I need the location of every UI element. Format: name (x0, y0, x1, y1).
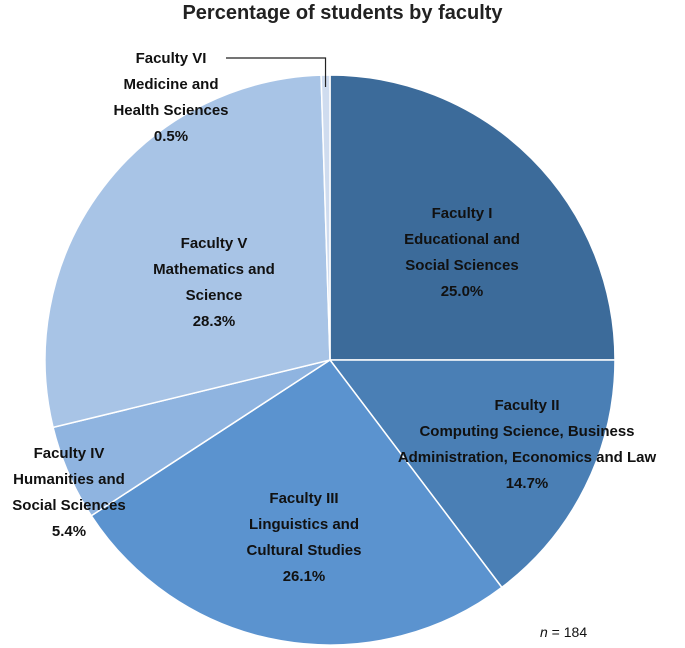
slice-label-3: Faculty III Linguistics and Cultural Studi… (246, 490, 361, 585)
slice-label-4: Faculty IV Humanities and Social Sciences 5… (12, 445, 125, 540)
pie-slice-5 (44, 74, 331, 429)
pie-slice-2 (328, 359, 616, 589)
slice-labels: Faculty I Educational and Social Sciences 2… (12, 50, 656, 585)
slice-name-line: Cultural Studies (246, 542, 361, 559)
sample-size-note: n = 184 (540, 624, 587, 640)
slice-name-line: Social Sciences (405, 257, 518, 274)
slice-label-5: Faculty V Mathematics and Science 28.3% (153, 235, 275, 330)
slice-value-label: 0.5% (154, 128, 188, 145)
slice-name-line: Administration, Economics and Law (398, 449, 657, 466)
slice-value-label: 5.4% (52, 523, 86, 540)
slice-name-line: Faculty I (432, 205, 493, 222)
pie-slice-3 (90, 358, 503, 646)
pie-slice-1 (329, 74, 616, 361)
slice-name-line: Humanities and (13, 471, 125, 488)
slice-name-line: Faculty III (269, 490, 338, 507)
slice-name-line: Linguistics and (249, 516, 359, 533)
slice-name-line: Faculty II (494, 397, 559, 414)
slice-name-line: Health Sciences (113, 102, 228, 119)
slice-name-line: Social Sciences (12, 497, 125, 514)
slice-label-1: Faculty I Educational and Social Sciences 2… (404, 205, 520, 300)
slice-value-label: 28.3% (193, 313, 236, 330)
slice-name-line: Computing Science, Business (419, 423, 634, 440)
pie-slices (44, 74, 616, 646)
slice-label-2: Faculty II Computing Science, Business Adm… (398, 397, 657, 492)
slice-value-label: 26.1% (283, 568, 326, 585)
slice-name-line: Faculty IV (34, 445, 105, 462)
slice-name-line: Medicine and (123, 76, 218, 93)
slice-name-line: Faculty V (181, 235, 248, 252)
slice-value-label: 25.0% (441, 283, 484, 300)
slice-value-label: 14.7% (506, 475, 549, 492)
slice-name-line: Educational and (404, 231, 520, 248)
slice-name-line: Science (186, 287, 243, 304)
leader-line (226, 57, 327, 88)
chart-title: Percentage of students by faculty (182, 2, 503, 24)
sample-size-value: = 184 (547, 624, 588, 640)
slice-name-line: Faculty VI (136, 50, 207, 67)
sample-size-variable: n (540, 624, 548, 640)
leader-lines (226, 57, 327, 88)
slice-label-6: Faculty VI Medicine and Health Sciences 0.5… (113, 50, 228, 145)
slice-name-line: Mathematics and (153, 261, 275, 278)
